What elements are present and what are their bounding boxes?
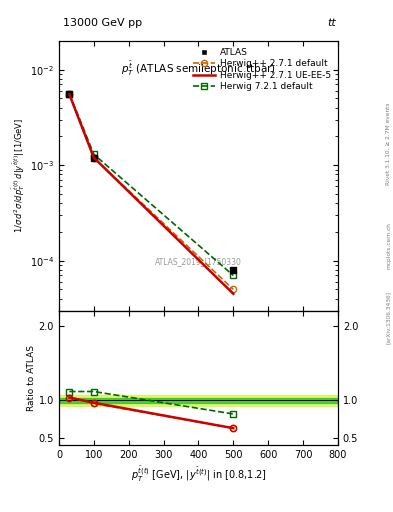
Text: tt: tt	[327, 18, 336, 28]
Text: 13000 GeV pp: 13000 GeV pp	[63, 18, 142, 28]
Text: $p_T^{\bar{t}}$ (ATLAS semileptonic ttbar): $p_T^{\bar{t}}$ (ATLAS semileptonic ttba…	[121, 60, 276, 78]
Y-axis label: $1 / \sigma\, d^2\sigma / dp_T^{\bar{t}(t)}\, d|y^{\bar{t}(t)}|\, [1/\mathrm{GeV: $1 / \sigma\, d^2\sigma / dp_T^{\bar{t}(…	[10, 118, 27, 233]
Text: mcplots.cern.ch: mcplots.cern.ch	[386, 222, 391, 269]
Y-axis label: Ratio to ATLAS: Ratio to ATLAS	[27, 345, 36, 411]
Text: Rivet 3.1.10, ≥ 2.7M events: Rivet 3.1.10, ≥ 2.7M events	[386, 102, 391, 185]
Bar	[59, 395, 338, 406]
Legend: ATLAS, Herwig++ 2.7.1 default, Herwig++ 2.7.1 UE-EE-5, Herwig 7.2.1 default: ATLAS, Herwig++ 2.7.1 default, Herwig++ …	[190, 46, 334, 94]
Text: ATLAS_2019_I1750330: ATLAS_2019_I1750330	[155, 258, 242, 267]
Text: [arXiv:1306.3436]: [arXiv:1306.3436]	[386, 291, 391, 344]
Bar	[59, 398, 338, 403]
X-axis label: $p^{\bar{t}(t)}_T$ [GeV], $|y^{\bar{t}(t)}|$ in [0.8,1.2]: $p^{\bar{t}(t)}_T$ [GeV], $|y^{\bar{t}(t…	[130, 464, 266, 484]
